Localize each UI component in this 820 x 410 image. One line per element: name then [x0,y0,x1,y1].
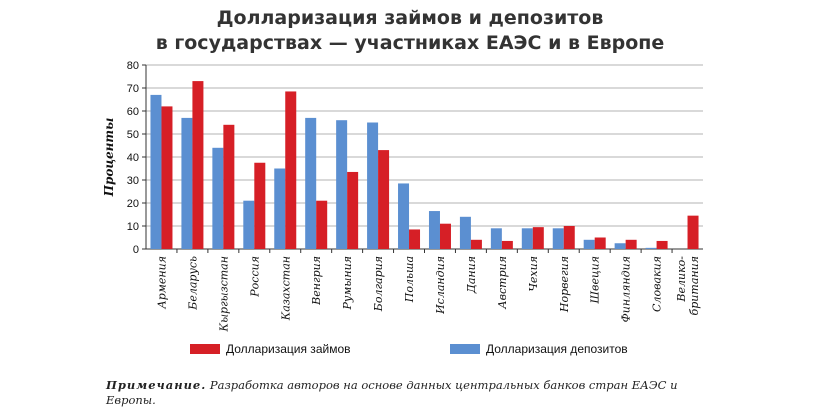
bar-deposits [212,147,224,249]
bar-loans [656,240,668,249]
bar-deposits [428,211,440,249]
x-tick-label: Венгрия [310,256,323,306]
x-tick-label: Казахстан [279,256,292,321]
y-tick-label: 80 [127,60,139,72]
x-tick-label: Беларусь [186,256,199,311]
bar-deposits [614,243,626,249]
legend-item-deposits: Долларизация депозитов [450,342,628,356]
x-tick-label: Норвегия [558,256,571,313]
x-tick-label: Армения [155,256,168,310]
bar-loans [378,150,390,249]
x-tick-label: британия [688,256,701,315]
y-tick-label: 30 [127,175,139,187]
bar-deposits [552,228,564,249]
bar-loans [501,240,513,249]
y-tick-label: 60 [127,106,139,118]
y-tick-label: 10 [127,221,139,233]
x-tick-label: Исландия [434,256,447,315]
y-tick-label: 40 [127,152,139,164]
bar-deposits [398,183,410,249]
bar-loans [223,124,235,249]
bar-loans [409,229,421,249]
bar-loans [625,239,637,249]
bar-chart: 0 10 20 30 40 50 60 70 80 Проценты Армения Беларусь… [102,60,703,332]
y-tick-label: 0 [133,244,139,256]
legend-label-deposits: Долларизация депозитов [486,342,628,356]
bar-deposits [521,228,533,249]
bar-loans [563,226,575,249]
x-tick-label: Польша [403,256,416,303]
bar-deposits [243,200,255,249]
x-tick-label: Румыния [341,256,354,310]
bar-loans [254,162,266,249]
x-tick-label: Болгария [372,256,385,312]
legend-swatch-deposits [450,344,480,354]
bar-deposits [150,94,162,250]
bar-deposits [583,239,595,249]
legend-swatch-loans [190,344,220,354]
footnote-text: Разработка авторов на основе данных цент… [106,378,678,407]
y-axis-label: Проценты [102,118,116,198]
bar-deposits [490,228,502,249]
x-tick-label: Словакия [651,256,664,312]
bar-deposits [367,122,379,249]
chart-title: Долларизация займов и депозитов в госуда… [0,6,820,56]
y-tick-label: 70 [127,83,139,95]
bar-loans [532,227,544,249]
bar-loans [316,200,328,249]
bar-deposits [336,120,348,249]
footnote-label: Примечание. [106,378,207,392]
bar-deposits [305,117,317,250]
x-tick-label: Кыргызстан [217,256,230,332]
x-tick-label: Россия [248,256,261,298]
bar-deposits [645,247,657,249]
x-tick-label: Дания [465,256,478,294]
bar-deposits [459,216,471,249]
bar-loans [470,239,482,249]
bar-loans [192,81,204,249]
bar-loans [439,223,451,249]
bar-loans [594,237,606,249]
bar-loans [347,171,359,249]
x-tick-label: Велико- [675,256,688,303]
bar-deposits [181,117,193,250]
bar-deposits [274,168,286,249]
x-tick-label: Финляндия [620,256,633,322]
x-tick-label: Швеция [589,256,602,305]
bar-loans [161,106,173,250]
legend-label-loans: Долларизация займов [226,342,351,356]
legend-item-loans: Долларизация займов [190,342,351,356]
bar-loans [687,215,699,249]
x-tick-label: Чехия [527,256,540,292]
footnote: Примечание. Разработка авторов на основе… [106,378,726,408]
y-tick-label: 50 [127,129,139,141]
bar-loans [285,91,297,249]
chart-title-line-1: Долларизация займов и депозитов [216,7,604,29]
x-tick-label: Австрия [496,256,509,310]
chart-title-line-2: в государствах — участниках ЕАЭС и в Евр… [155,32,665,54]
y-tick-label: 20 [127,198,139,210]
